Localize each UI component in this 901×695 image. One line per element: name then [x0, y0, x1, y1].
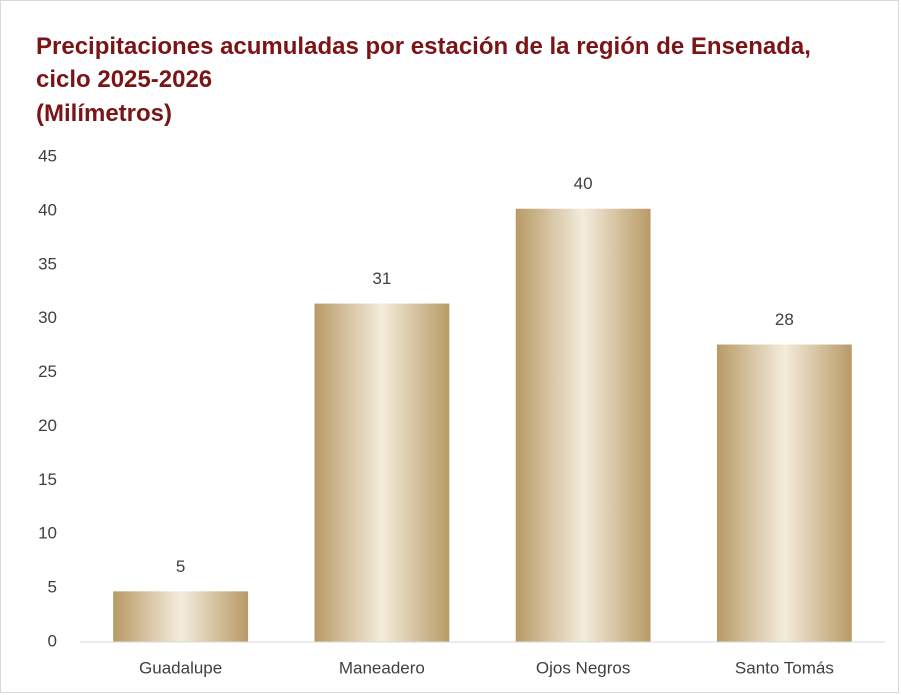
- data-label: 40: [574, 174, 593, 193]
- x-tick-label: Maneadero: [339, 658, 425, 677]
- bar: [515, 208, 651, 642]
- x-tick-label: Guadalupe: [139, 658, 222, 677]
- x-tick-label: Santo Tomás: [735, 658, 834, 677]
- y-tick-label: 10: [38, 524, 57, 543]
- y-tick-label: 0: [48, 631, 57, 650]
- bar: [113, 591, 249, 642]
- chart-title: Precipitaciones acumuladas por estación …: [36, 33, 811, 60]
- y-tick-label: 25: [38, 362, 57, 381]
- bar: [314, 303, 450, 642]
- data-label: 31: [372, 269, 391, 288]
- data-label: 28: [775, 310, 794, 329]
- y-tick-label: 40: [38, 200, 57, 219]
- y-tick-label: 15: [38, 470, 57, 489]
- y-tick-label: 35: [38, 254, 57, 273]
- x-tick-label: Ojos Negros: [536, 658, 630, 677]
- chart-title: ciclo 2025-2026: [36, 66, 212, 93]
- chart-subtitle: (Milímetros): [36, 100, 172, 127]
- y-tick-label: 20: [38, 416, 57, 435]
- bar: [716, 344, 852, 642]
- y-tick-label: 5: [48, 578, 57, 597]
- y-tick-label: 45: [38, 146, 57, 165]
- data-label: 5: [176, 557, 185, 576]
- y-tick-label: 30: [38, 308, 57, 327]
